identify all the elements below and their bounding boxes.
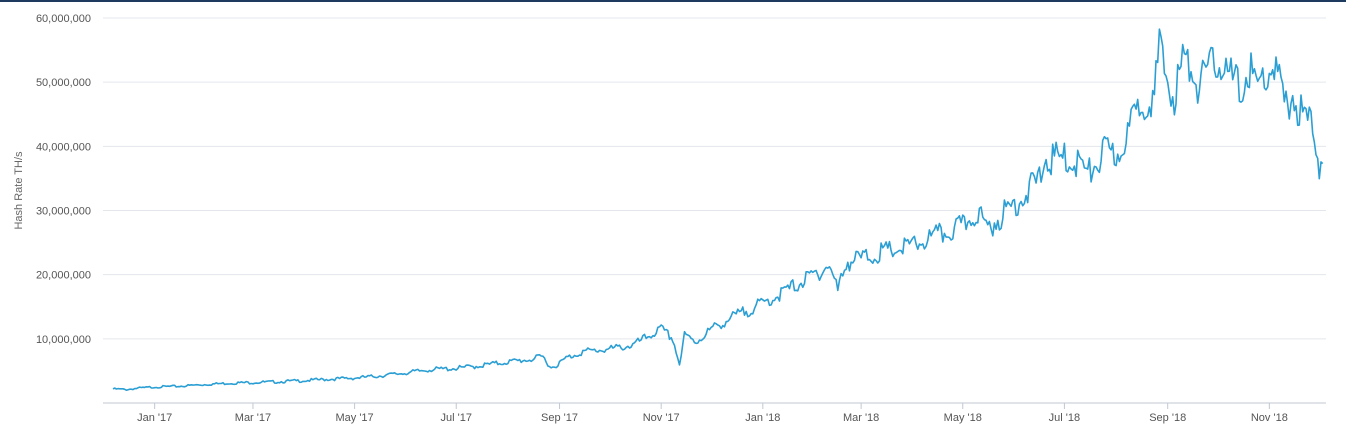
x-tick-label: Mar '18 bbox=[843, 412, 879, 424]
series-line-hash-rate bbox=[112, 28, 1324, 391]
y-tick-label: 20,000,000 bbox=[36, 270, 91, 282]
y-tick-label: 50,000,000 bbox=[36, 77, 91, 89]
grid-lines bbox=[103, 17, 1326, 340]
x-axis-ticks: Jan '17 Mar '17 May '17 Jul '17 Sep '17 Nov '… bbox=[137, 403, 1288, 424]
x-tick-label: Jul '17 bbox=[441, 412, 472, 424]
x-tick-label: May '18 bbox=[944, 412, 982, 424]
x-tick-label: Mar '17 bbox=[235, 412, 271, 424]
y-tick-label: 60,000,000 bbox=[36, 13, 91, 25]
x-tick-label: Jul '18 bbox=[1049, 412, 1080, 424]
x-tick-label: Jan '18 bbox=[745, 412, 780, 424]
top-border bbox=[0, 0, 1346, 2]
x-tick-label: May '17 bbox=[336, 412, 374, 424]
y-tick-label: 40,000,000 bbox=[36, 141, 91, 153]
x-tick-label: Sep '18 bbox=[1149, 412, 1186, 424]
y-axis-label: Hash Rate TH/s bbox=[13, 151, 25, 230]
y-tick-label: 30,000,000 bbox=[36, 206, 91, 218]
x-tick-label: Jan '17 bbox=[137, 412, 172, 424]
y-axis-ticks: 10,000,000 20,000,000 30,000,000 40,000,000… bbox=[36, 13, 91, 346]
x-tick-label: Nov '17 bbox=[643, 412, 680, 424]
x-tick-label: Sep '17 bbox=[541, 412, 578, 424]
y-tick-label: 10,000,000 bbox=[36, 334, 91, 346]
x-tick-label: Nov '18 bbox=[1251, 412, 1288, 424]
